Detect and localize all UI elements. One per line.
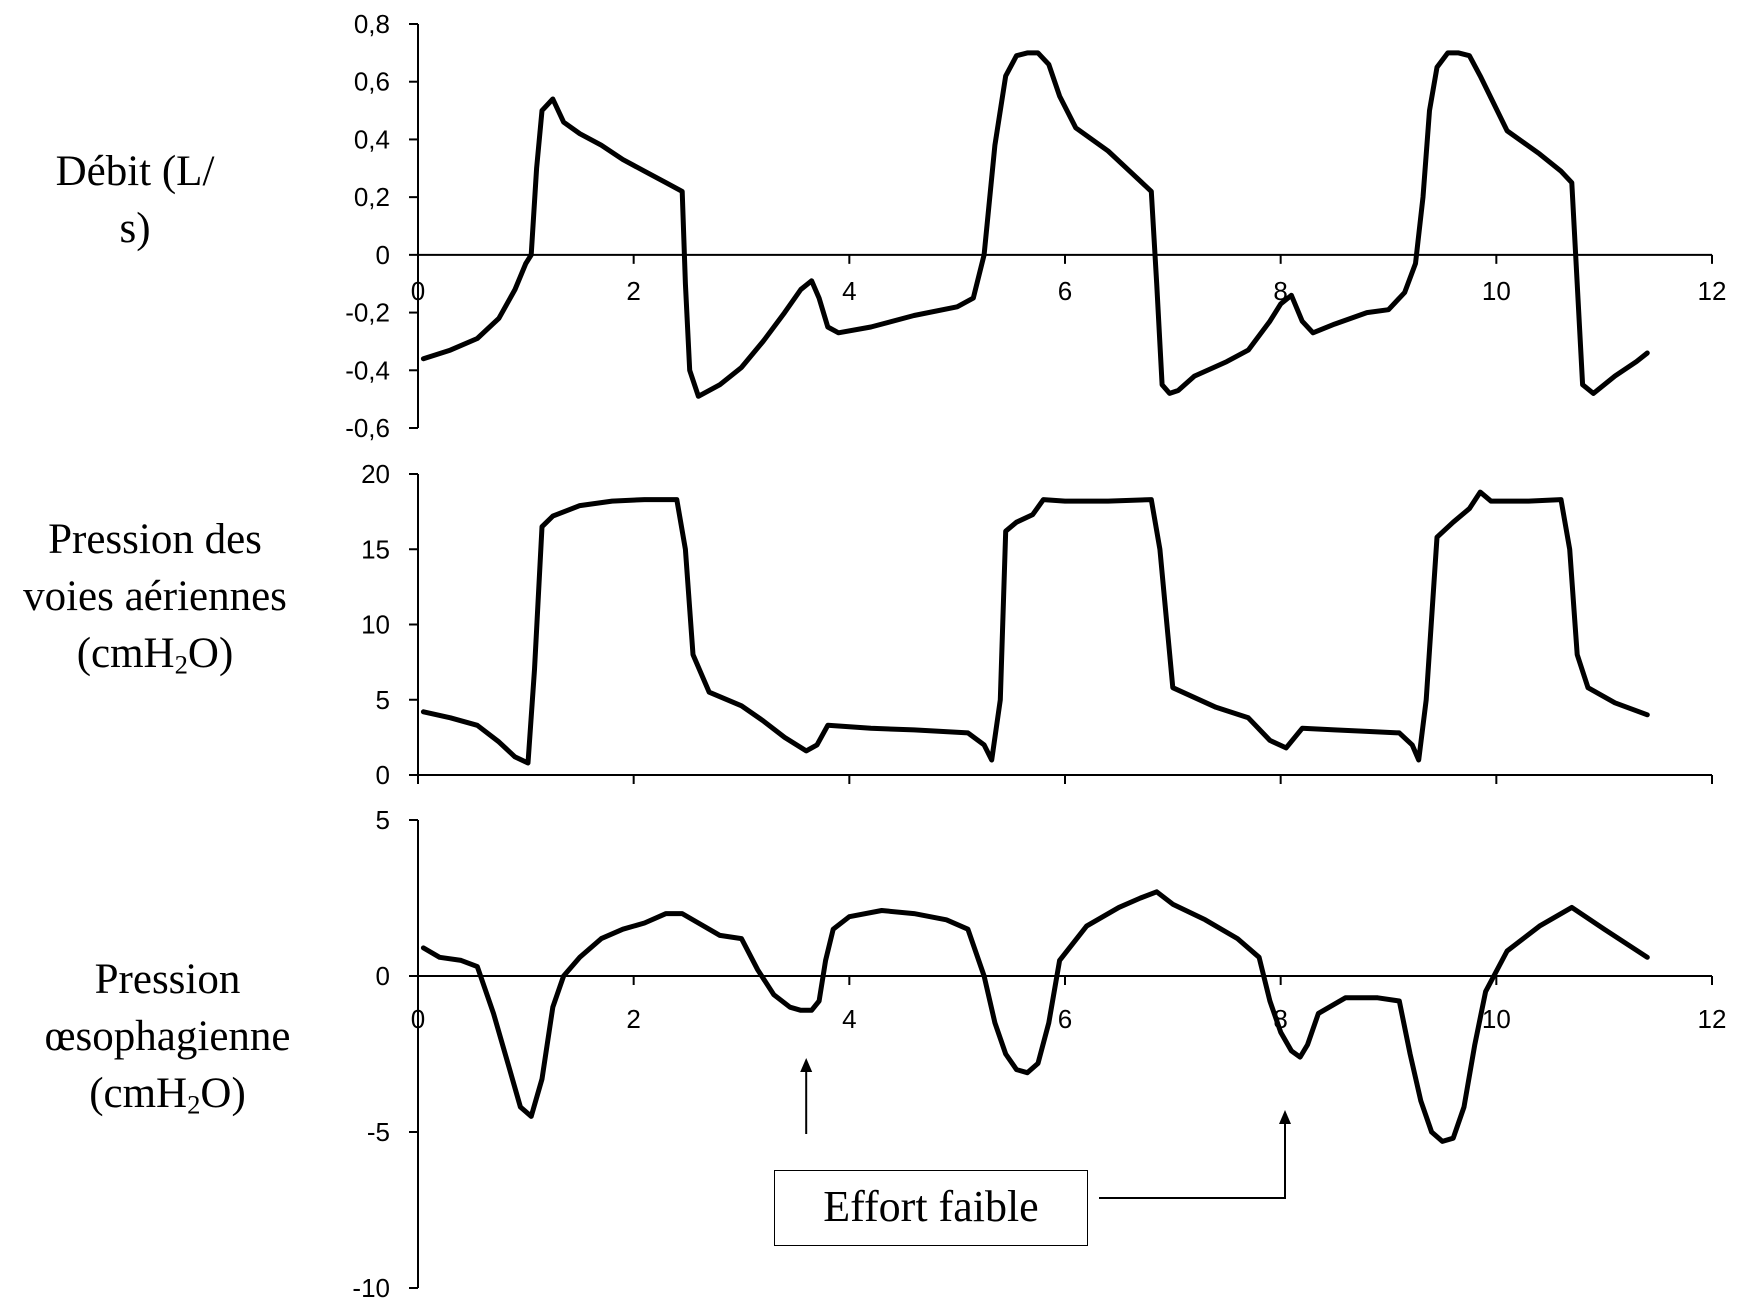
x-tick-label-2-6: 12 (1698, 1004, 1727, 1034)
y-tick-label-1-3: 15 (361, 534, 390, 564)
y-label-esophageal-pressure-text: Pression œsophagienne (cmH (44, 956, 291, 1117)
x-tick-label-2-2: 4 (842, 1004, 856, 1034)
y-label-airway-pressure-sub: 2 (174, 649, 188, 680)
y-label-airway-pressure-text: Pression des voies aériennes (cmH (23, 516, 287, 677)
y-label-airway-pressure: Pression des voies aériennes (cmH2O) (0, 454, 310, 694)
y-label-flow: Débit (L/ s) (10, 86, 260, 257)
annotation-arrowhead-1 (800, 1058, 813, 1072)
annotation-arrow-2 (1099, 1124, 1286, 1199)
y-tick-label-1-2: 10 (361, 610, 390, 640)
y-tick-label-2-1: -5 (367, 1117, 390, 1147)
y-label-airway-pressure-end: O) (187, 630, 234, 677)
y-tick-label-0-0: -0,6 (345, 413, 390, 443)
x-tick-label-0-0: 0 (411, 276, 425, 306)
series-line-1-0 (420, 489, 1650, 766)
y-label-esophageal-pressure-end: O) (200, 1070, 246, 1117)
x-tick-label-2-3: 6 (1058, 1004, 1072, 1034)
y-tick-label-2-3: 5 (376, 805, 390, 835)
series-line-2-0 (420, 889, 1650, 1144)
x-tick-label-0-2: 4 (842, 276, 856, 306)
x-tick-label-0-5: 10 (1482, 276, 1511, 306)
x-tick-label-2-5: 10 (1482, 1004, 1511, 1034)
y-label-flow-text: Débit (L/ s) (55, 148, 215, 252)
annotation-text: Effort faible (823, 1182, 1039, 1231)
x-tick-label-0-3: 6 (1058, 276, 1072, 306)
y-tick-label-1-1: 5 (376, 685, 390, 715)
annotation-arrowhead-2 (1279, 1110, 1291, 1124)
y-tick-label-0-7: 0,8 (354, 9, 390, 39)
y-tick-label-1-0: 0 (376, 760, 390, 790)
x-tick-label-2-0: 0 (411, 1004, 425, 1034)
y-tick-label-0-3: 0 (376, 240, 390, 270)
series-line-0-0 (420, 50, 1650, 399)
y-tick-label-0-5: 0,4 (354, 124, 390, 154)
x-tick-label-2-1: 2 (626, 1004, 640, 1034)
y-tick-label-2-0: -10 (352, 1273, 390, 1301)
annotation-box: Effort faible (774, 1170, 1088, 1246)
x-tick-label-0-6: 12 (1698, 276, 1727, 306)
y-tick-label-2-2: 0 (376, 961, 390, 991)
y-tick-label-0-6: 0,6 (354, 67, 390, 97)
y-label-esophageal-pressure: Pression œsophagienne (cmH2O) (25, 894, 310, 1134)
x-tick-label-0-1: 2 (626, 276, 640, 306)
y-tick-label-0-2: -0,2 (345, 298, 390, 328)
y-label-esophageal-pressure-sub: 2 (187, 1089, 201, 1120)
y-tick-label-1-4: 20 (361, 459, 390, 489)
y-tick-label-0-4: 0,2 (354, 182, 390, 212)
y-tick-label-0-1: -0,4 (345, 355, 390, 385)
